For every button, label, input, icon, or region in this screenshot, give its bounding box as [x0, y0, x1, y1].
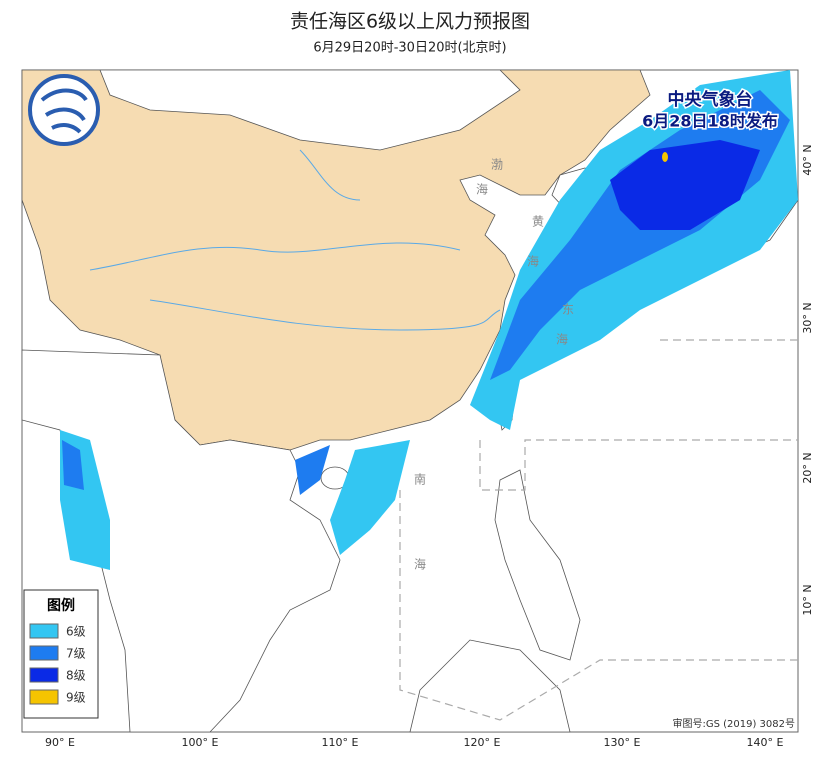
issuer-name: 中央气象台	[668, 89, 753, 110]
wind-area	[610, 140, 760, 230]
issue-time: 6月28日18时发布	[642, 112, 778, 131]
legend-swatch	[29, 667, 59, 683]
sea-label: 海	[414, 557, 426, 572]
map-body	[21, 69, 799, 733]
latitude-label: 30° N	[801, 302, 814, 333]
longitude-label: 100° E	[182, 736, 219, 749]
latitude-label: 40° N	[801, 144, 814, 175]
longitude-label: 140° E	[747, 736, 784, 749]
borneo-land	[409, 639, 571, 733]
wind-area	[662, 152, 668, 162]
legend-title: 图例	[47, 597, 75, 614]
wind-areas	[60, 70, 798, 570]
wind-area	[330, 440, 410, 555]
legend-label: 8级	[66, 669, 86, 683]
legend: 图例 6级 7级 8级 9级	[23, 589, 99, 719]
longitude-label: 110° E	[322, 736, 359, 749]
sea-label: 海	[556, 332, 568, 347]
legend-swatch	[29, 623, 59, 639]
mongolia-land	[99, 69, 521, 151]
longitude-label: 120° E	[464, 736, 501, 749]
wind-area	[295, 445, 330, 495]
sea-label: 海	[476, 182, 488, 197]
map-subtitle: 6月29日20时-30日20时(北京时)	[313, 41, 506, 56]
legend-label: 9级	[66, 691, 86, 705]
logo	[28, 74, 100, 146]
sea-label: 黄	[532, 215, 544, 229]
axis-labels: 90° E 100° E 110° E 120° E 130° E 140° E 40° N…	[45, 144, 814, 749]
sea-label: 海	[527, 254, 539, 269]
legend-swatch	[29, 689, 59, 705]
legend-swatch	[29, 645, 59, 661]
longitude-label: 130° E	[604, 736, 641, 749]
latitude-label: 20° N	[801, 452, 814, 483]
approval-number: 审图号:GS (2019) 3082号	[672, 717, 795, 730]
river	[89, 149, 501, 331]
sea-label: 南	[414, 472, 426, 487]
wind-area	[62, 440, 84, 490]
sea-label: 渤	[491, 158, 503, 172]
logo-mark	[40, 88, 88, 134]
sea-zone-line	[479, 439, 798, 491]
philippines-land	[494, 469, 581, 661]
legend-label: 7级	[66, 647, 86, 661]
map-title: 责任海区6级以上风力预报图	[290, 11, 530, 33]
sea-zone-line	[399, 490, 798, 721]
sea-label: 东	[562, 303, 574, 317]
latitude-label: 10° N	[801, 584, 814, 615]
longitude-label: 90° E	[45, 736, 75, 749]
legend-label: 6级	[66, 625, 86, 639]
